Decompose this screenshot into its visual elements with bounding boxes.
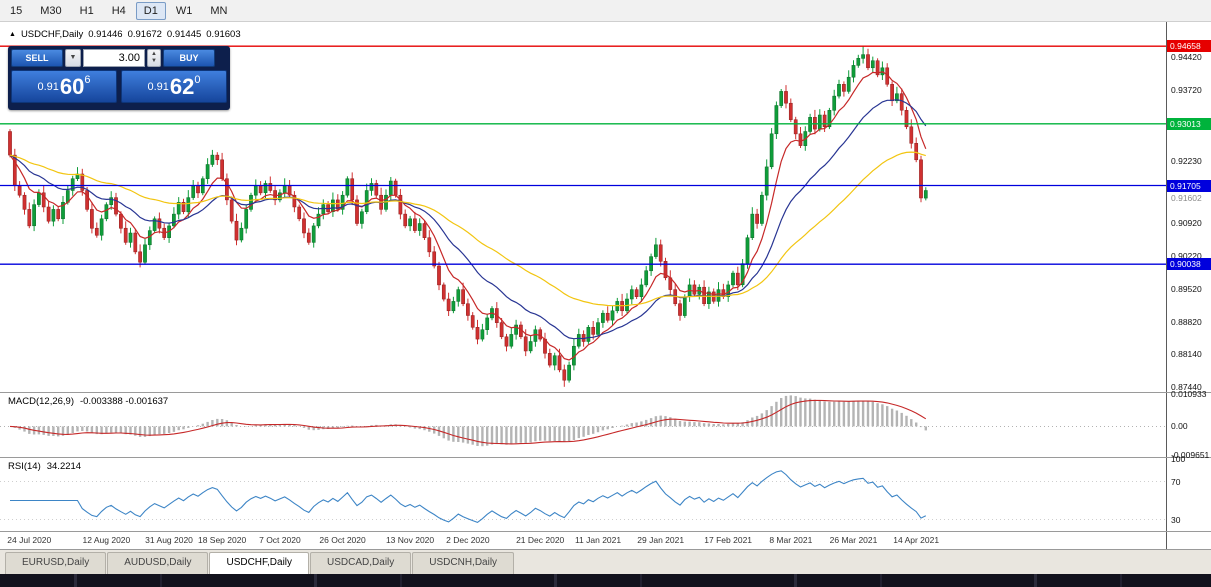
- stepper-down-icon[interactable]: ▼: [151, 58, 157, 64]
- axis-tick-label: 0.88140: [1171, 349, 1202, 359]
- status-bar: [0, 574, 1211, 587]
- open-value: 0.91446: [88, 29, 123, 40]
- high-value: 0.91672: [127, 29, 162, 40]
- date-label: 12 Aug 2020: [82, 535, 131, 545]
- rsi-name-label: RSI(14): [8, 461, 41, 472]
- date-label: 31 Aug 2020: [145, 535, 193, 545]
- date-label: 13 Nov 2020: [385, 535, 435, 545]
- rsi-value-label: 34.2214: [46, 461, 82, 472]
- axis-tick-label: 0.90920: [1171, 218, 1202, 228]
- macd-indicator-header: MACD(12,26,9) -0.003388 -0.001637: [8, 396, 174, 407]
- axis-tick-label: -0.009651: [1171, 450, 1210, 460]
- date-label: 17 Feb 2021: [704, 535, 753, 545]
- level-price-tag: 0.94658: [1167, 40, 1211, 52]
- ma-slow-line: [9, 151, 926, 307]
- moving-averages: [9, 71, 927, 361]
- date-label: 2 Dec 2020: [446, 535, 490, 545]
- timeframe-toolbar: 15 M30 H1 H4 D1 W1 MN: [0, 0, 1211, 22]
- date-label: 24 Jul 2020: [7, 535, 52, 545]
- date-label: 8 Mar 2021: [769, 535, 813, 545]
- rsi-indicator-header: RSI(14) 34.2214: [8, 461, 87, 472]
- volume-stepper[interactable]: ▲ ▼: [147, 49, 161, 67]
- timeframe-button-h4[interactable]: H4: [111, 4, 126, 17]
- buy-button[interactable]: BUY: [163, 49, 215, 67]
- time-axis-divider: [0, 531, 1211, 532]
- sell-price-prefix: 0.91: [37, 80, 59, 93]
- rsi-line: [10, 470, 927, 524]
- timeframe-button-h1[interactable]: H1: [79, 4, 94, 17]
- axis-tick-label: 0.89520: [1171, 284, 1202, 294]
- price-axis[interactable]: 0.94420 0.93720 0.92230 0.90920 0.90220 0.895…: [1167, 22, 1211, 549]
- close-value: 0.91603: [206, 29, 241, 40]
- tab-audusd-daily[interactable]: AUDUSD,Daily: [107, 552, 209, 574]
- date-label: 18 Sep 2020: [197, 535, 247, 545]
- one-click-controls-row: SELL ▼ ▲ ▼ BUY: [11, 49, 227, 67]
- macd-signal-line: [9, 399, 927, 445]
- chart-symbol-header: ▲ USDCHF,Daily 0.91446 0.91672 0.91445 0.9160…: [9, 29, 246, 40]
- volume-dropdown-button[interactable]: ▼: [65, 49, 81, 67]
- level-price-tag: 0.90038: [1167, 258, 1211, 270]
- buy-price-main: 62: [169, 73, 195, 99]
- chart-tabs-bar: EURUSD,Daily AUDUSD,Daily USDCHF,Daily USDC…: [0, 549, 1211, 574]
- axis-tick-label: 0.87440: [1171, 382, 1202, 392]
- axis-tick-label: 0.010933: [1171, 389, 1207, 399]
- level-price-tag: 0.93013: [1167, 118, 1211, 130]
- tab-usdchf-daily[interactable]: USDCHF,Daily: [209, 552, 310, 574]
- tab-eurusd-daily[interactable]: EURUSD,Daily: [5, 552, 107, 574]
- sell-button[interactable]: SELL: [11, 49, 63, 67]
- date-label: 26 Mar 2021: [829, 535, 878, 545]
- price-chart-canvas[interactable]: [0, 22, 1166, 549]
- macd-values-label: -0.003388 -0.001637: [80, 396, 169, 407]
- sell-price-button[interactable]: 0.91 60 6: [11, 70, 117, 103]
- ma-fast-line: [9, 71, 927, 361]
- chart-area[interactable]: ▲ USDCHF,Daily 0.91446 0.91672 0.91445 0.9160…: [0, 22, 1211, 549]
- ma-mid-line: [9, 99, 927, 340]
- axis-tick-label: 30: [1171, 515, 1181, 525]
- macd-histogram: [13, 395, 927, 447]
- tab-usdcad-daily[interactable]: USDCAD,Daily: [310, 552, 412, 574]
- timeframe-button-15[interactable]: 15: [10, 4, 23, 17]
- macd-name-label: MACD(12,26,9): [8, 396, 74, 407]
- level-price-tag: 0.91705: [1167, 180, 1211, 192]
- timeframe-button-w1[interactable]: W1: [175, 4, 193, 17]
- tab-usdcnh-daily[interactable]: USDCNH,Daily: [412, 552, 515, 574]
- date-label: 29 Jan 2021: [637, 535, 685, 545]
- macd-panel-divider[interactable]: [0, 392, 1211, 393]
- series-marker-icon: ▲: [9, 31, 16, 38]
- axis-tick-label: 100: [1171, 454, 1186, 464]
- stepper-up-icon[interactable]: ▲: [151, 51, 157, 57]
- timeframe-button-m30[interactable]: M30: [40, 4, 62, 17]
- date-label: 14 Apr 2021: [893, 535, 940, 545]
- buy-price-button[interactable]: 0.91 62 0: [121, 70, 227, 103]
- volume-input[interactable]: [83, 49, 145, 67]
- axis-tick-label: 0.90220: [1171, 251, 1202, 261]
- date-label: 21 Dec 2020: [516, 535, 565, 545]
- axis-tick-label: 0.94420: [1171, 52, 1202, 62]
- rsi-panel-divider[interactable]: [0, 457, 1211, 458]
- date-label: 26 Oct 2020: [319, 535, 366, 545]
- buy-price-pip: 0: [194, 74, 201, 86]
- current-price-label: 0.91602: [1171, 193, 1202, 203]
- date-label: 11 Jan 2021: [574, 535, 622, 545]
- axis-separator: [1166, 22, 1167, 549]
- low-value: 0.91445: [166, 29, 202, 40]
- buy-price-prefix: 0.91: [147, 80, 169, 93]
- axis-tick-label: 70: [1171, 477, 1181, 487]
- axis-tick-label: 0.88820: [1171, 317, 1202, 327]
- symbol-label: USDCHF,Daily: [20, 29, 84, 40]
- timeframe-button-mn[interactable]: MN: [210, 4, 228, 17]
- sell-price-main: 60: [59, 73, 85, 99]
- axis-tick-label: 0.00: [1171, 421, 1188, 431]
- timeframe-button-d1[interactable]: D1: [135, 1, 166, 20]
- chevron-down-icon: ▼: [69, 54, 77, 61]
- date-label: 7 Oct 2020: [259, 535, 301, 545]
- one-click-price-row: 0.91 60 6 0.91 62 0: [11, 70, 227, 103]
- axis-tick-label: 0.92230: [1171, 156, 1202, 166]
- axis-tick-label: 0.93720: [1171, 85, 1202, 95]
- sell-price-pip: 6: [84, 74, 91, 86]
